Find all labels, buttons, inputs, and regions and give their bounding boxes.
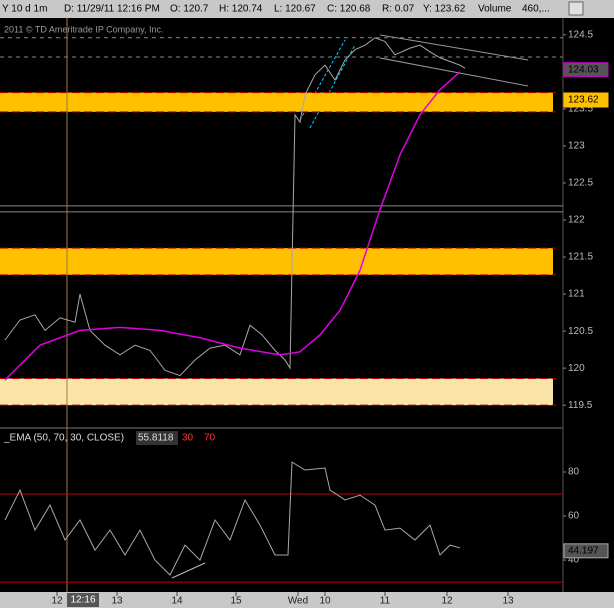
time-axis-bar — [0, 592, 614, 608]
header-low: L: 120.67 — [274, 4, 316, 15]
header-range: R: 0.07 — [382, 4, 415, 15]
x-tick-label: Wed — [288, 596, 308, 607]
header-open: O: 120.7 — [170, 4, 209, 15]
cursor-label: 12:16 — [70, 595, 95, 606]
level-label: 30 — [182, 433, 194, 444]
settings-icon[interactable] — [568, 1, 584, 16]
header-symbol: Y 10 d 1m — [2, 4, 47, 15]
zone — [0, 248, 553, 275]
trend-line — [171, 562, 206, 579]
x-tick-label: 10 — [319, 596, 331, 607]
x-tick-label: 14 — [171, 596, 183, 607]
price-label: 123.62 — [568, 95, 599, 106]
x-tick-label: 15 — [230, 596, 242, 607]
x-tick-label: 13 — [111, 596, 123, 607]
price-label-box — [563, 92, 609, 108]
channel-line — [309, 44, 356, 129]
y-tick-label: 123.5 — [568, 104, 593, 115]
zone — [0, 92, 553, 112]
series-line — [4, 71, 461, 381]
y-tick-label: 124.5 — [568, 29, 593, 40]
y-tick-label: 40 — [568, 555, 580, 566]
indicator-title: _EMA (50, 70, 30, CLOSE) — [3, 433, 124, 444]
indicator-value-box — [136, 431, 178, 445]
header-high: H: 120.74 — [219, 4, 263, 15]
y-tick-label: 121 — [568, 289, 585, 300]
channel-line — [379, 34, 529, 61]
copyright: 2011 © TD Ameritrade IP Company, Inc. — [4, 24, 164, 34]
header-date: D: 11/29/11 12:16 PM — [64, 4, 160, 15]
zone — [0, 378, 553, 406]
header-volume-value: 460,... — [522, 4, 550, 15]
price-label-box — [563, 62, 609, 78]
price-label: 124.03 — [568, 64, 599, 75]
y-tick-label: 120 — [568, 363, 585, 374]
level-label: 70 — [204, 433, 216, 444]
header-y: Y: 123.62 — [423, 4, 466, 15]
price-label-box — [563, 543, 609, 559]
cursor-label-box — [67, 593, 99, 607]
x-tick-label: 11 — [380, 596, 391, 607]
y-tick-label: 120.5 — [568, 326, 593, 337]
y-tick-label: 80 — [568, 467, 580, 478]
y-tick-label: 122.5 — [568, 178, 593, 189]
header-close: C: 120.68 — [327, 4, 371, 15]
y-tick-label: 121.5 — [568, 252, 593, 263]
x-tick-label: 12 — [441, 596, 453, 607]
channel-line — [379, 57, 529, 87]
y-tick-label: 123 — [568, 141, 585, 152]
y-tick-label: 122 — [568, 215, 585, 226]
x-tick-label: 13 — [502, 596, 514, 607]
y-tick-label: 60 — [568, 511, 580, 522]
price-label: 44.197 — [568, 545, 599, 556]
x-tick-label: 12 — [51, 596, 63, 607]
y-tick-label: 119.5 — [568, 400, 593, 411]
indicator-value: 55.8118 — [138, 433, 174, 444]
header-volume: Volume — [478, 4, 512, 15]
series-line — [4, 461, 461, 576]
header-bar — [0, 0, 614, 18]
